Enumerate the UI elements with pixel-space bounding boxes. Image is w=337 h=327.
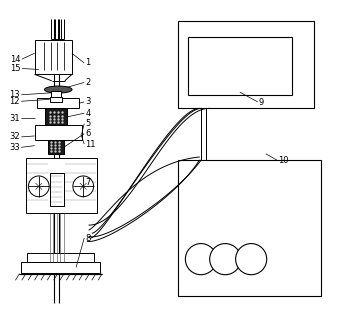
- Text: 33: 33: [9, 143, 20, 152]
- Bar: [26, 158, 97, 213]
- Bar: [50, 173, 64, 206]
- Bar: [27, 253, 94, 262]
- Bar: [48, 140, 64, 154]
- Circle shape: [185, 244, 216, 275]
- Text: 13: 13: [9, 90, 20, 99]
- Bar: [188, 37, 292, 95]
- Bar: [45, 108, 67, 125]
- Bar: [178, 160, 321, 297]
- Bar: [35, 40, 72, 74]
- Text: 8: 8: [85, 233, 91, 243]
- Text: 14: 14: [10, 55, 21, 63]
- Text: 32: 32: [9, 132, 20, 141]
- Circle shape: [28, 176, 49, 197]
- Text: 12: 12: [9, 97, 20, 106]
- Circle shape: [73, 176, 94, 197]
- Text: 11: 11: [85, 140, 96, 149]
- Circle shape: [236, 244, 267, 275]
- Text: 6: 6: [85, 129, 91, 138]
- Bar: [37, 98, 79, 108]
- Bar: [50, 97, 62, 102]
- Text: 3: 3: [85, 97, 91, 106]
- Ellipse shape: [44, 86, 72, 93]
- Text: 31: 31: [9, 113, 20, 123]
- Bar: [178, 21, 314, 108]
- Text: 4: 4: [85, 109, 90, 118]
- Bar: [35, 125, 82, 140]
- Text: 15: 15: [10, 64, 21, 73]
- Text: 1: 1: [85, 59, 90, 67]
- Bar: [52, 91, 61, 97]
- Text: 2: 2: [85, 78, 90, 87]
- Bar: [21, 262, 100, 273]
- Text: 10: 10: [278, 156, 288, 165]
- Circle shape: [210, 244, 241, 275]
- Text: 5: 5: [85, 119, 90, 128]
- Text: 9: 9: [258, 98, 264, 107]
- Text: 7: 7: [85, 179, 91, 187]
